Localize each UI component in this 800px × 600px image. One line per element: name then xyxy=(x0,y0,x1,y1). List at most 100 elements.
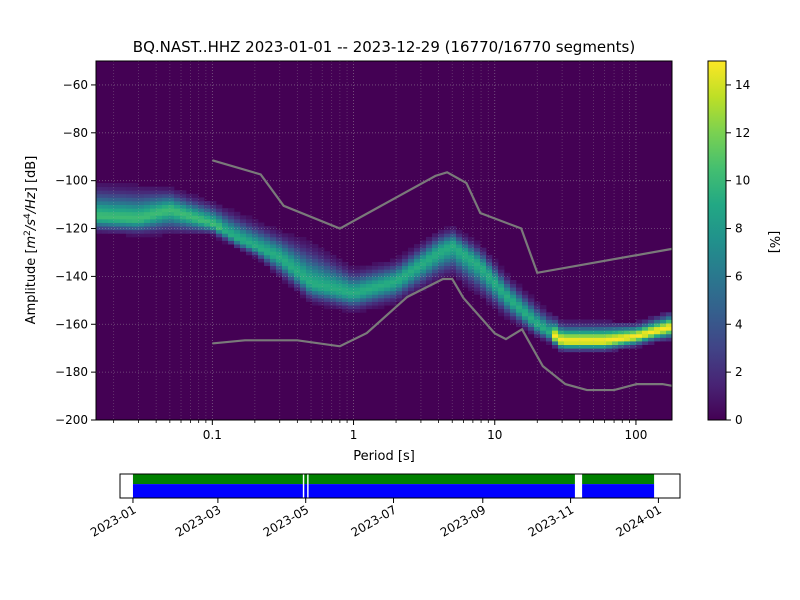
heatmap-cell xyxy=(162,197,169,202)
heatmap-cell xyxy=(342,287,349,292)
heatmap-cell xyxy=(270,240,277,245)
heatmap-cell xyxy=(228,208,235,213)
heatmap-cell xyxy=(546,337,553,342)
heatmap-cell xyxy=(630,326,637,331)
heatmap-cell xyxy=(312,287,319,292)
heatmap-cell xyxy=(198,229,205,234)
heatmap-cell xyxy=(588,326,595,331)
heatmap-cell xyxy=(132,201,139,205)
heatmap-cell xyxy=(402,251,409,256)
heatmap-cell xyxy=(126,208,133,213)
heatmap-cell xyxy=(120,215,127,220)
heatmap-cell xyxy=(276,251,283,256)
heatmap-cell xyxy=(444,251,451,256)
heatmap-cell xyxy=(546,315,553,320)
heatmap-cell xyxy=(114,222,121,227)
heatmap-cell xyxy=(444,236,451,241)
psd-plot: 0.1 1 10 100 −60 −80 −100 −120 −140 −160 −180 −200… xyxy=(23,60,673,464)
heatmap-cell xyxy=(552,333,559,338)
heatmap-cell xyxy=(516,283,523,288)
heatmap-cell xyxy=(492,262,499,267)
heatmap-cell xyxy=(372,297,379,302)
heatmap-cell xyxy=(210,201,217,205)
heatmap-cell xyxy=(504,305,511,310)
heatmap-cell xyxy=(222,218,229,223)
heatmap-cell xyxy=(642,326,649,331)
heatmap-cell xyxy=(246,247,253,252)
heatmap-cell xyxy=(216,222,223,227)
heatmap-cell xyxy=(486,283,493,288)
heatmap-cell xyxy=(582,344,589,349)
heatmap-cell xyxy=(120,208,127,213)
heatmap-cell xyxy=(432,244,439,249)
coverage-segment-bottom xyxy=(304,484,308,498)
heatmap-cell xyxy=(432,236,439,241)
heatmap-cell xyxy=(168,204,175,209)
heatmap-cell xyxy=(168,193,175,198)
heatmap-cell xyxy=(114,204,121,209)
heatmap-cell xyxy=(102,208,109,213)
heatmap-cell xyxy=(126,222,133,227)
heatmap-cell xyxy=(246,251,253,256)
heatmap-cell xyxy=(222,233,229,238)
heatmap-cell xyxy=(348,294,355,299)
heatmap-cell xyxy=(192,201,199,205)
heatmap-cell xyxy=(96,218,103,223)
heatmap-cell xyxy=(162,208,169,213)
heatmap-cell xyxy=(372,269,379,274)
heatmap-cell xyxy=(330,283,337,288)
heatmap-cell xyxy=(324,258,331,263)
heatmap-cell xyxy=(246,233,253,238)
heatmap-cell xyxy=(432,265,439,270)
heatmap-cell xyxy=(570,348,577,353)
colorbar-ramp xyxy=(707,60,727,421)
heatmap-cell xyxy=(186,208,193,213)
heatmap-cell xyxy=(528,330,535,335)
heatmap-cell xyxy=(432,251,439,256)
heatmap-cell xyxy=(378,294,385,299)
heatmap-cell xyxy=(342,297,349,302)
heatmap-cell xyxy=(102,211,109,216)
heatmap-cell xyxy=(450,269,457,274)
heatmap-cell xyxy=(324,262,331,267)
heatmap-cell xyxy=(306,269,313,274)
y-axis-ticks: −60 −80 −100 −120 −140 −160 −180 −200 xyxy=(55,78,96,427)
heatmap-cell xyxy=(600,348,607,353)
heatmap-cell xyxy=(504,272,511,277)
heatmap-cell xyxy=(168,186,175,191)
heatmap-cell xyxy=(258,229,265,234)
colorbar: 0 2 4 6 8 10 12 14 [%] xyxy=(707,60,781,427)
heatmap-cell xyxy=(474,240,481,245)
heatmap-cell xyxy=(282,265,289,270)
heatmap-cell xyxy=(102,193,109,198)
heatmap-cell xyxy=(348,269,355,274)
heatmap-cell xyxy=(222,215,229,220)
heatmap-cell xyxy=(228,211,235,216)
heatmap-cell xyxy=(96,193,103,198)
heatmap-cell xyxy=(174,211,181,216)
heatmap-cell xyxy=(240,244,247,249)
heatmap-cell xyxy=(96,197,103,202)
heatmap-cell xyxy=(444,272,451,277)
heatmap-cell xyxy=(216,208,223,213)
heatmap xyxy=(96,183,673,353)
heatmap-cell xyxy=(390,294,397,299)
heatmap-cell xyxy=(186,204,193,209)
heatmap-cell xyxy=(666,319,673,324)
heatmap-cell xyxy=(138,222,145,227)
heatmap-cell xyxy=(186,193,193,198)
x-tick-label: 10 xyxy=(487,428,502,442)
heatmap-cell xyxy=(438,233,445,238)
heatmap-cell xyxy=(246,215,253,220)
heatmap-cell xyxy=(546,333,553,338)
heatmap-cell xyxy=(414,276,421,281)
heatmap-cell xyxy=(558,344,565,349)
heatmap-cell xyxy=(300,258,307,263)
heatmap-cell xyxy=(372,262,379,267)
heatmap-cell xyxy=(222,229,229,234)
heatmap-cell xyxy=(168,229,175,234)
heatmap-cell xyxy=(600,337,607,342)
heatmap-cell xyxy=(324,283,331,288)
heatmap-cell xyxy=(312,294,319,299)
heatmap-cell xyxy=(468,283,475,288)
